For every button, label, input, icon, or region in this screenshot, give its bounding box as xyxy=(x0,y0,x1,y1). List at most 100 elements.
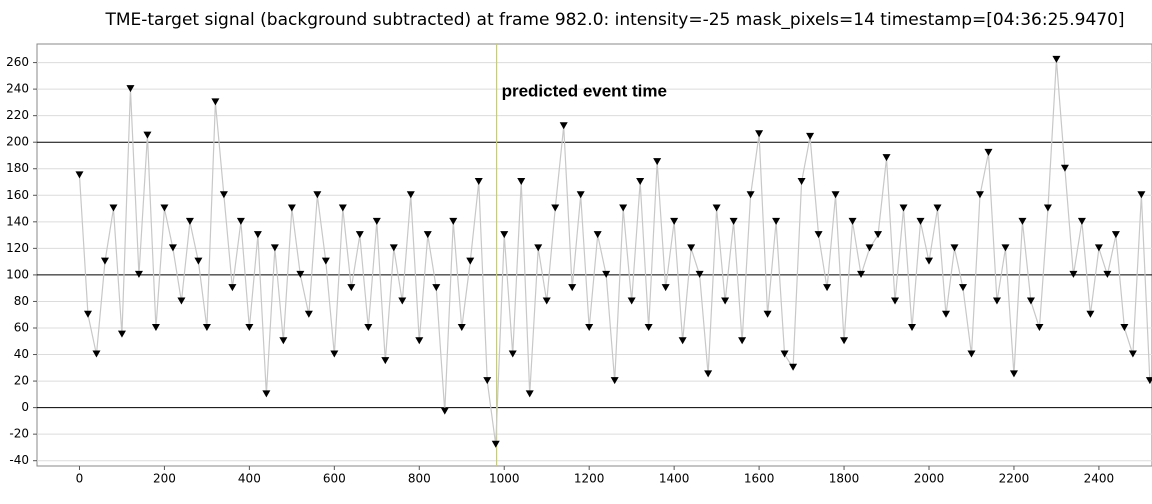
data-point xyxy=(738,337,747,345)
data-point xyxy=(882,154,891,162)
y-tick-label: 80 xyxy=(14,294,29,308)
data-point xyxy=(967,350,976,358)
data-point xyxy=(474,178,483,186)
data-point xyxy=(848,217,857,225)
data-point xyxy=(916,217,925,225)
y-tick-label: 140 xyxy=(6,214,29,228)
data-point xyxy=(933,204,942,212)
data-point xyxy=(941,310,950,318)
data-point xyxy=(143,131,152,139)
x-tick-label: 1400 xyxy=(659,472,690,486)
data-point xyxy=(644,323,653,331)
data-point xyxy=(763,310,772,318)
data-point xyxy=(992,297,1001,305)
data-point xyxy=(619,204,628,212)
y-tick-label: 180 xyxy=(6,161,29,175)
data-point xyxy=(874,231,883,239)
data-point xyxy=(338,204,347,212)
x-tick-label: 200 xyxy=(153,472,176,486)
data-point xyxy=(279,337,288,345)
data-point xyxy=(559,122,568,130)
y-tick-label: -40 xyxy=(9,453,29,467)
x-tick-label: 0 xyxy=(76,472,84,486)
y-tick-label: 0 xyxy=(21,400,29,414)
y-tick-label: 220 xyxy=(6,108,29,122)
y-tick-label: 20 xyxy=(14,374,29,388)
data-point xyxy=(491,440,500,448)
data-point xyxy=(1128,350,1137,358)
data-point xyxy=(270,244,279,252)
data-point xyxy=(1018,217,1027,225)
data-point xyxy=(1069,270,1078,278)
data-point xyxy=(432,284,441,292)
x-tick-label: 2200 xyxy=(999,472,1030,486)
x-tick-label: 600 xyxy=(323,472,346,486)
data-point xyxy=(780,350,789,358)
data-point xyxy=(925,257,933,265)
data-point xyxy=(661,284,670,292)
data-point xyxy=(610,377,619,385)
data-point xyxy=(75,171,84,179)
x-tick-label: 400 xyxy=(238,472,261,486)
data-point xyxy=(1120,323,1129,331)
data-point xyxy=(958,284,967,292)
data-point xyxy=(908,323,917,331)
data-point xyxy=(355,231,364,239)
data-point xyxy=(1026,297,1035,305)
data-point xyxy=(1060,164,1069,172)
data-point xyxy=(321,257,330,265)
x-tick-label: 2000 xyxy=(914,472,945,486)
chart-title: TME-target signal (background subtracted… xyxy=(104,10,1124,30)
data-point xyxy=(695,270,704,278)
data-point xyxy=(1137,191,1146,199)
data-point xyxy=(891,297,900,305)
data-point xyxy=(975,191,984,199)
data-point xyxy=(134,270,143,278)
data-point xyxy=(287,204,296,212)
data-point xyxy=(1103,270,1112,278)
data-point xyxy=(653,158,662,166)
data-point xyxy=(551,204,560,212)
data-point xyxy=(415,337,424,345)
data-point xyxy=(950,244,959,252)
data-point xyxy=(508,350,517,358)
y-tick-label: 120 xyxy=(6,241,29,255)
data-point xyxy=(1086,310,1095,318)
data-point xyxy=(262,390,271,398)
data-point xyxy=(304,310,313,318)
data-point xyxy=(109,204,118,212)
data-point xyxy=(576,191,585,199)
y-tick-label: 60 xyxy=(14,320,29,334)
data-point xyxy=(1035,323,1044,331)
data-point xyxy=(772,217,781,225)
data-point xyxy=(466,257,475,265)
data-point xyxy=(1052,55,1061,63)
data-point xyxy=(398,297,407,305)
data-point xyxy=(177,297,186,305)
data-point xyxy=(1094,244,1103,252)
data-point xyxy=(236,217,245,225)
data-point xyxy=(372,217,381,225)
y-tick-label: 40 xyxy=(14,347,29,361)
data-point xyxy=(1077,217,1086,225)
data-point xyxy=(1111,231,1120,239)
x-tick-label: 2400 xyxy=(1084,472,1115,486)
data-point xyxy=(814,231,823,239)
y-tick-label: 100 xyxy=(6,267,29,281)
data-point xyxy=(831,191,840,199)
data-point xyxy=(83,310,92,318)
data-point xyxy=(347,284,356,292)
data-point xyxy=(1145,377,1152,385)
data-point xyxy=(440,407,449,415)
data-point xyxy=(729,217,738,225)
data-point xyxy=(517,178,526,186)
data-point xyxy=(670,217,679,225)
data-point xyxy=(117,330,126,338)
data-point xyxy=(423,231,432,239)
data-point xyxy=(381,357,390,365)
data-point xyxy=(865,244,874,252)
data-point xyxy=(228,284,237,292)
data-point xyxy=(194,257,203,265)
data-point xyxy=(746,191,755,199)
data-point xyxy=(602,270,611,278)
